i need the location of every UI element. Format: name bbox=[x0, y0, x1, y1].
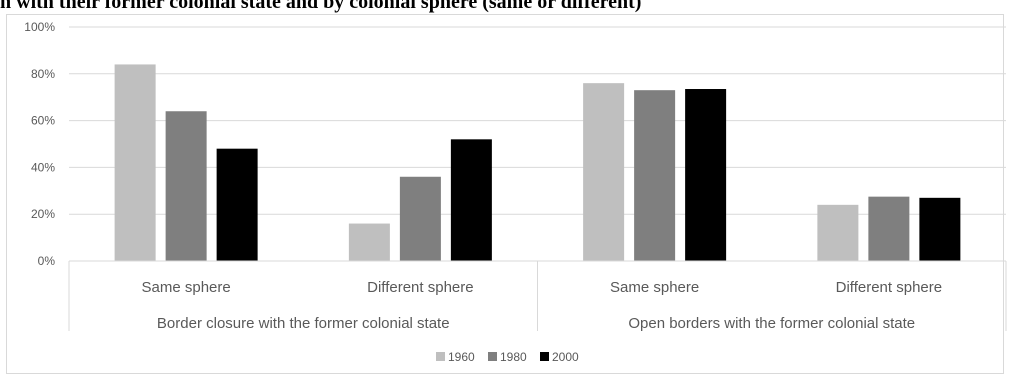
bars bbox=[114, 64, 961, 262]
bar-2000-2 bbox=[450, 139, 492, 261]
bar-1980-2 bbox=[399, 176, 441, 261]
figure-caption: n with their former colonial state and b… bbox=[0, 0, 642, 13]
x-group-label: Open borders with the former colonial st… bbox=[628, 315, 915, 332]
legend-label-2000: 2000 bbox=[552, 350, 579, 364]
legend-swatch-1960 bbox=[436, 352, 445, 361]
y-tick-label: 80% bbox=[31, 67, 55, 81]
bar-2000-3 bbox=[685, 89, 727, 261]
x-group-label: Border closure with the former colonial … bbox=[157, 315, 450, 332]
legend-swatch-2000 bbox=[540, 352, 549, 361]
y-tick-label: 60% bbox=[31, 114, 55, 128]
bar-1960-3 bbox=[583, 83, 625, 261]
bar-2000-1 bbox=[216, 148, 258, 261]
bar-1980-4 bbox=[868, 196, 910, 261]
x-axis: Same sphere Different sphere Same sphere Di… bbox=[68, 260, 1007, 332]
x-category-label: Same sphere bbox=[610, 279, 699, 296]
y-tick-label: 100% bbox=[24, 20, 55, 34]
legend-label-1960: 1960 bbox=[448, 350, 475, 364]
y-tick-label: 20% bbox=[31, 207, 55, 221]
gridlines bbox=[69, 26, 1006, 262]
legend: 1960 1980 2000 bbox=[436, 350, 579, 364]
bar-1960-2 bbox=[348, 223, 390, 261]
legend-swatch-1980 bbox=[488, 352, 497, 361]
bar-1980-1 bbox=[165, 111, 207, 262]
x-category-label: Different sphere bbox=[836, 279, 942, 296]
x-category-label: Same sphere bbox=[142, 279, 231, 296]
y-tick-label: 0% bbox=[38, 254, 56, 268]
x-category-label: Different sphere bbox=[367, 279, 473, 296]
legend-label-1980: 1980 bbox=[500, 350, 527, 364]
y-tick-label: 40% bbox=[31, 160, 55, 174]
y-axis-ticks: 0% 20% 40% 60% 80% 100% bbox=[24, 20, 55, 268]
bar-1960-4 bbox=[817, 204, 859, 261]
bar-1960-1 bbox=[114, 64, 156, 261]
bar-1980-3 bbox=[634, 90, 676, 262]
bar-2000-4 bbox=[919, 197, 961, 261]
